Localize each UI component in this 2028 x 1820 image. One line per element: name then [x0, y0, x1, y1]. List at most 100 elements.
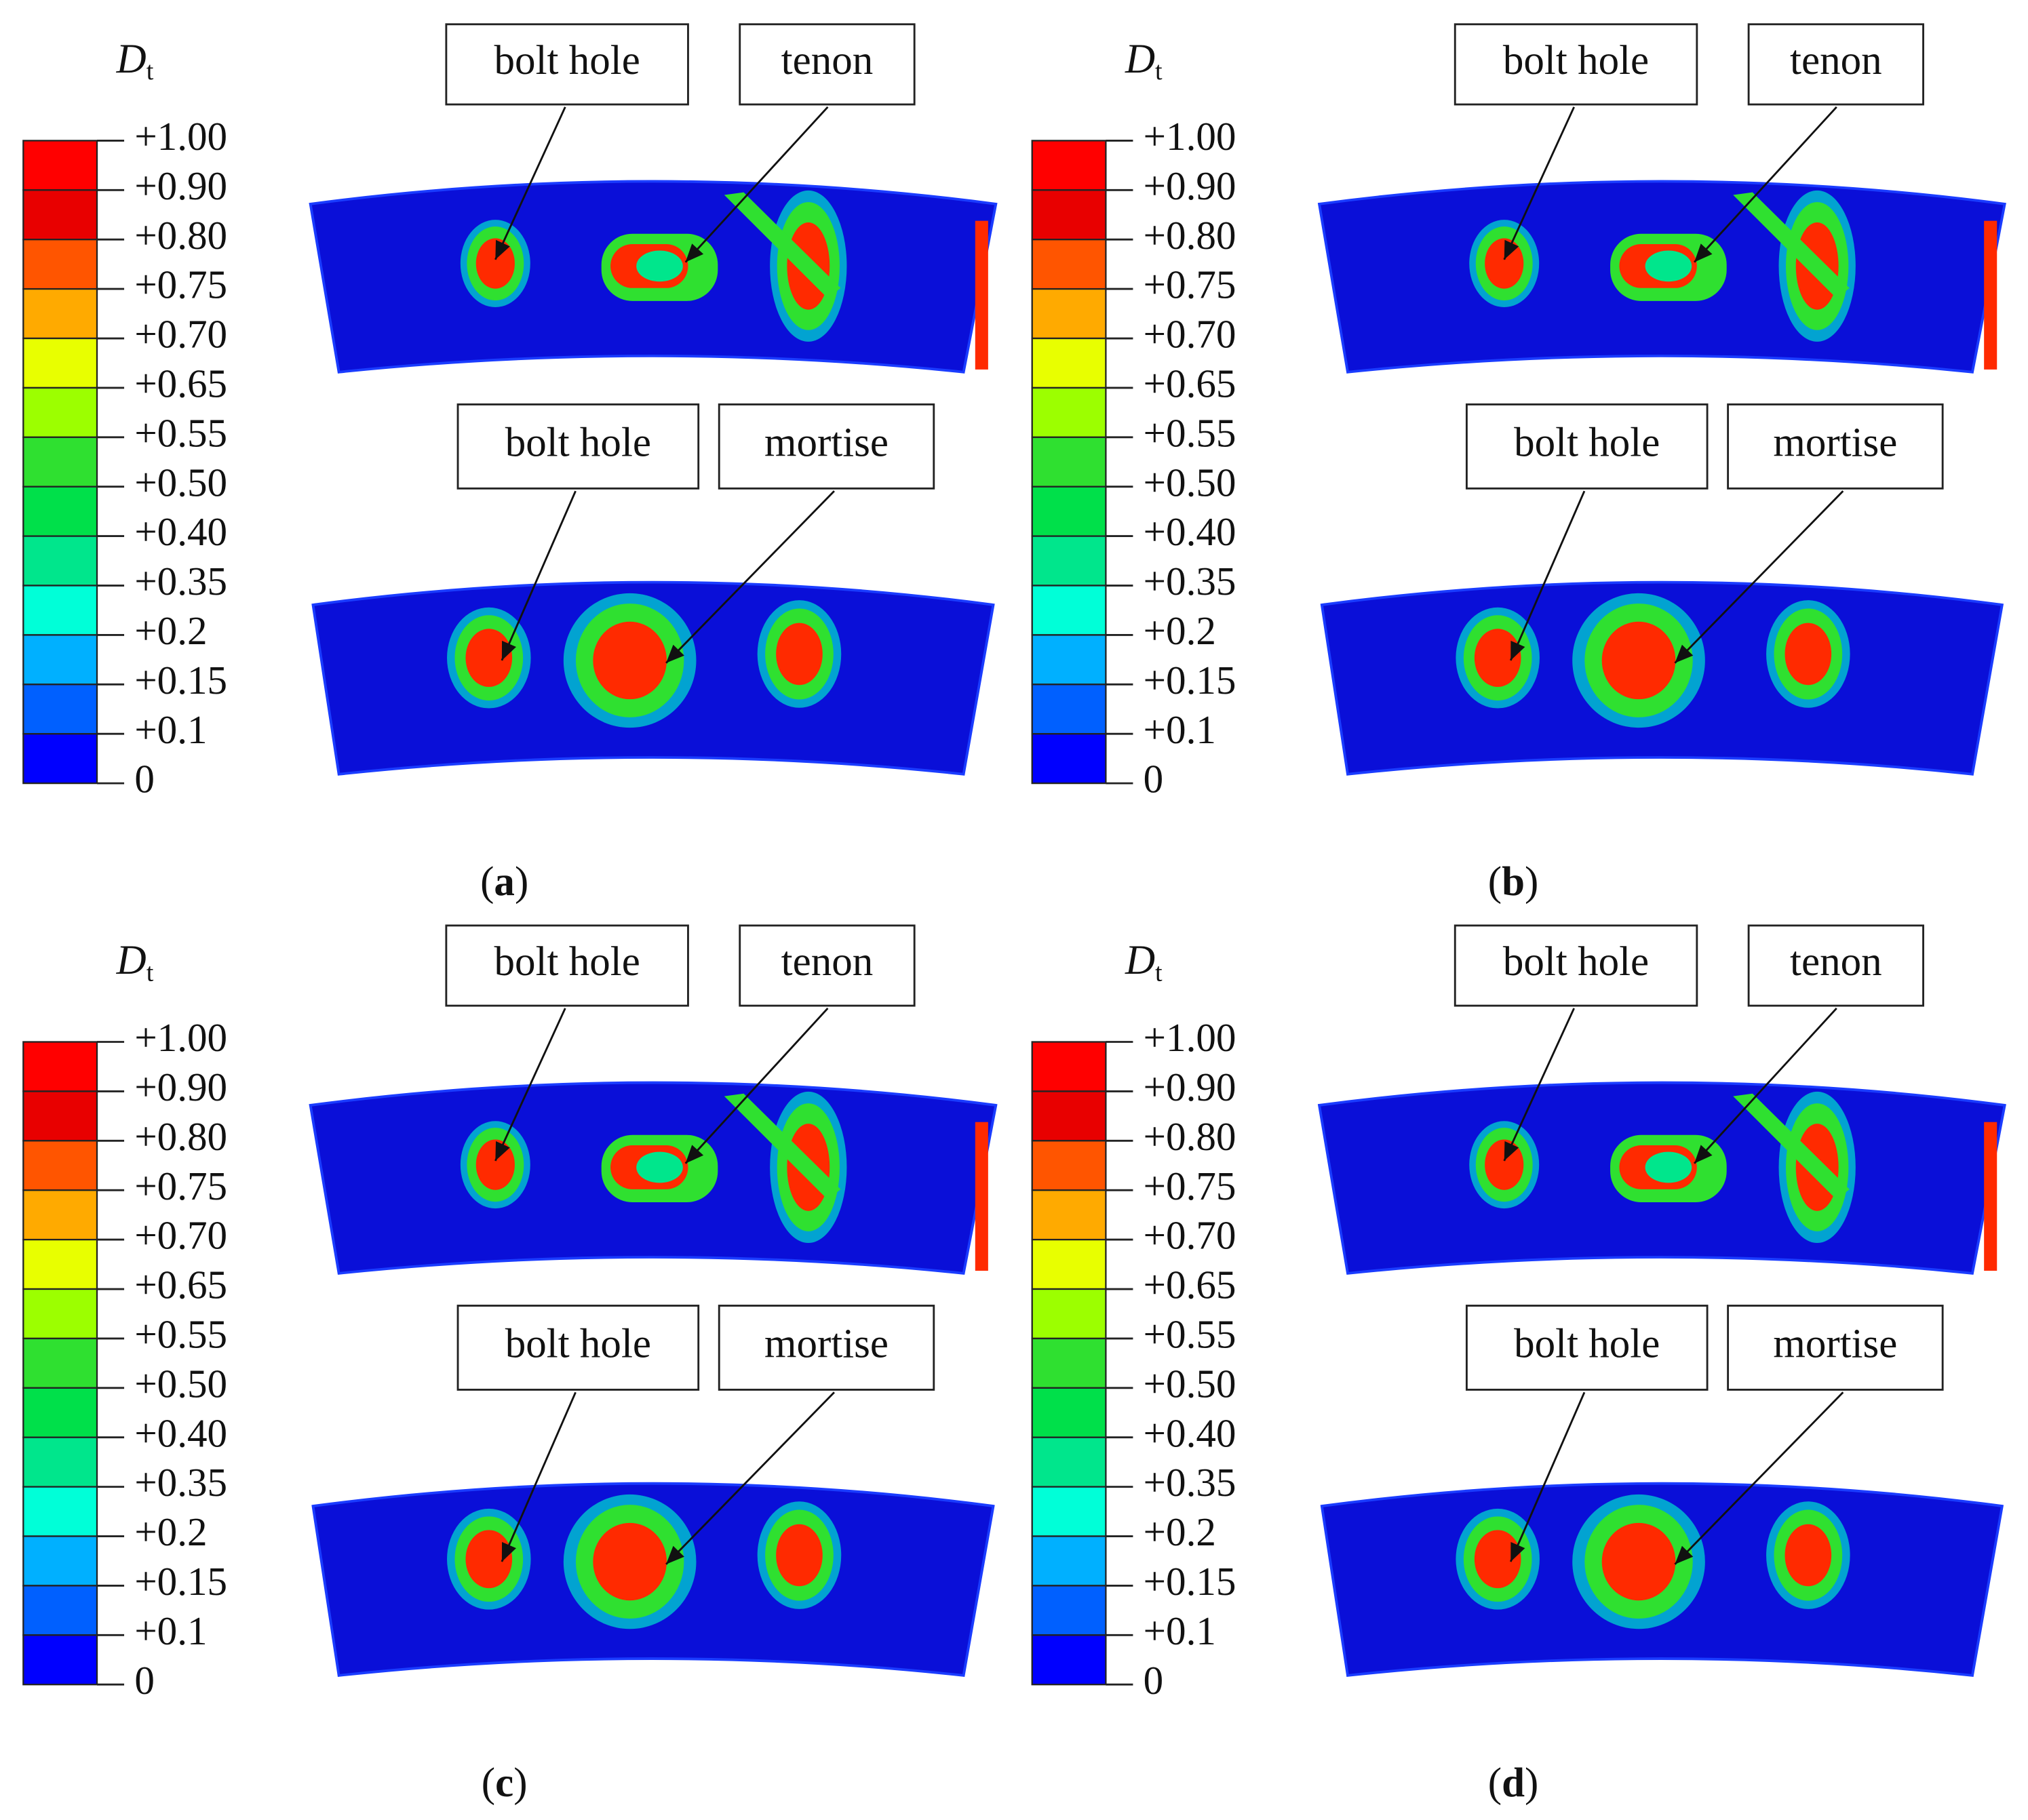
legend-subscript: t [147, 958, 154, 987]
arrow-head [1694, 1145, 1713, 1164]
damage-zone [475, 238, 515, 289]
callout-arrow [665, 1391, 835, 1565]
damage-zone [1474, 629, 1521, 688]
legend-label: +0.55 [1144, 1311, 1236, 1356]
color-band [22, 1486, 98, 1537]
color-band [22, 189, 98, 241]
color-band [22, 684, 98, 735]
caption-paren: ( [1488, 1760, 1502, 1806]
arrow-head [1694, 243, 1713, 262]
color-band [22, 585, 98, 636]
callout-label: bolt hole [1503, 38, 1649, 83]
callout-label: bolt hole [505, 420, 651, 465]
legend-label: +0.80 [1144, 1114, 1236, 1159]
caption-paren: ( [482, 1760, 495, 1806]
legend-label: +0.70 [1144, 312, 1236, 357]
color-band [1031, 1634, 1107, 1686]
panel: Dt +1.00+0.90 +0.80+0.75 +0.70+0.65 +0.55 +0.… [22, 23, 998, 905]
panel-caption: (a) [480, 859, 528, 905]
damage-zone [1984, 1122, 1997, 1271]
damage-zone [1474, 1530, 1521, 1589]
callout-arrow [1674, 1391, 1844, 1565]
color-band [22, 1189, 98, 1241]
color-band [1031, 189, 1107, 241]
legend-label: +0.80 [134, 213, 227, 258]
legend-label: +0.1 [134, 707, 207, 752]
legend-label: +0.80 [1144, 213, 1236, 258]
callout-arrow [1693, 1007, 1837, 1164]
callout-label: mortise [764, 420, 889, 465]
legend-label: +0.1 [1144, 707, 1216, 752]
color-band [1031, 387, 1107, 438]
callout-box [456, 403, 700, 490]
color-band [22, 733, 98, 785]
callout-arrow [501, 490, 577, 661]
callout-box [1727, 1305, 1944, 1391]
color-band [22, 486, 98, 537]
color-band [1031, 1387, 1107, 1438]
damage-zone [1645, 250, 1692, 282]
color-band [22, 1535, 98, 1587]
arrow-head [1675, 644, 1694, 663]
color-band [1031, 1288, 1107, 1340]
legend-title: Dt [116, 37, 154, 85]
damage-zone [776, 622, 823, 686]
damage-zone [593, 1522, 667, 1601]
legend-label: +0.75 [1144, 1164, 1236, 1208]
callout-label: mortise [1773, 1321, 1897, 1366]
legend-label: +0.35 [134, 1460, 227, 1505]
color-band [1031, 436, 1107, 488]
panel-caption: (d) [1488, 1760, 1539, 1806]
arrow-head [495, 239, 510, 260]
legend-label: +0.2 [1144, 1509, 1216, 1554]
damage-zone [1645, 1151, 1692, 1183]
callout-box [718, 403, 935, 490]
legend-label: +0.40 [134, 509, 227, 554]
callout-box [1727, 403, 1944, 490]
panel: Dt +1.00+0.90 +0.80+0.75 +0.70+0.65 +0.55 +0.… [1031, 23, 2006, 905]
color-band [1031, 1090, 1107, 1142]
legend-label: 0 [134, 757, 155, 802]
damage-zone [1785, 622, 1832, 686]
arrow-head [685, 243, 704, 262]
legend-title: Dt [116, 938, 154, 987]
legend-label: +0.90 [134, 163, 227, 208]
color-band [1031, 1585, 1107, 1636]
color-band [1031, 535, 1107, 587]
panel-caption: (c) [482, 1760, 528, 1806]
color-band [22, 1140, 98, 1191]
callout-label: bolt hole [505, 1321, 651, 1366]
caption-paren: ) [1525, 859, 1538, 905]
legend-label: +0.75 [134, 1164, 227, 1208]
color-band [1031, 1436, 1107, 1488]
caption-paren: ) [1525, 1760, 1538, 1806]
legend-symbol: D [1125, 37, 1155, 82]
callout-arrow [1503, 106, 1575, 260]
legend-label: +0.70 [1144, 1213, 1236, 1258]
legend-label: +1.00 [134, 114, 227, 159]
legend-title: Dt [1125, 938, 1163, 987]
legend-label: +0.15 [1144, 1559, 1236, 1604]
legend-label: +0.35 [1144, 1460, 1236, 1505]
callout-box [1465, 1305, 1709, 1391]
color-band [22, 140, 98, 191]
callout-box [718, 1305, 935, 1391]
legend-label: +0.90 [1144, 1065, 1236, 1109]
damage-zone [1733, 1093, 1850, 1200]
legend-label: +0.2 [134, 1509, 207, 1554]
caption-letter: a [494, 859, 515, 905]
legend-symbol: D [1125, 938, 1155, 983]
legend-label: +0.75 [1144, 262, 1236, 307]
callout-box [739, 23, 916, 106]
color-band [1031, 634, 1107, 686]
legend-label: +0.2 [1144, 608, 1216, 653]
callout-label: tenon [1790, 38, 1882, 83]
legend-label: +0.15 [1144, 658, 1236, 703]
arrow-head [666, 1545, 684, 1564]
callout-label: mortise [764, 1321, 889, 1366]
arrow-head [1510, 640, 1525, 660]
color-band [22, 1238, 98, 1290]
damage-zone [636, 1151, 683, 1183]
callout-label: bolt hole [1514, 420, 1660, 465]
